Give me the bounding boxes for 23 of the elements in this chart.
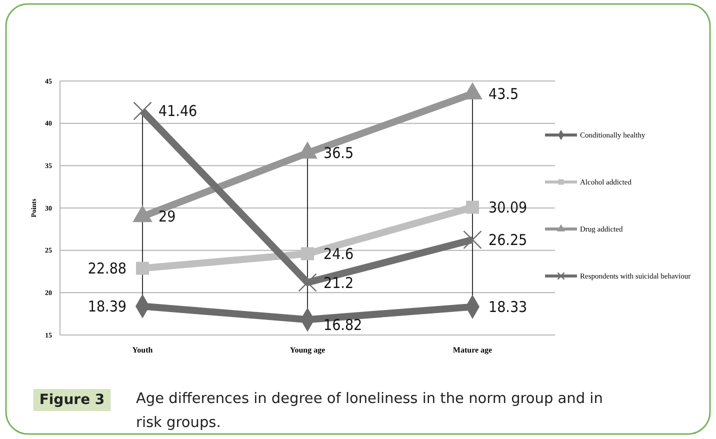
data-label: 18.33 [488,298,528,316]
data-label: 30.09 [488,198,528,216]
data-label: 41.46 [158,102,198,120]
data-label: 18.39 [88,298,126,316]
x-tick-label: Mature age [452,346,493,355]
data-label: 21.2 [324,274,354,292]
point [136,262,150,275]
data-label: 36.5 [324,144,354,162]
data-label: 43.5 [488,84,519,103]
data-label: 29 [158,208,176,226]
data-label: 22.88 [88,260,126,278]
point [298,273,317,292]
text: Age differences in degree of loneliness in the norm group and in risk groups. [136,391,603,431]
data-label: 24.6 [324,244,354,263]
caption: Figure 3 [39,392,105,408]
point [466,200,480,214]
point [463,230,482,250]
data-label: 26.25 [488,231,528,249]
point [300,247,314,260]
x-tick-label: Young age [290,346,326,355]
data-label: 16.82 [324,316,362,334]
point [133,102,152,120]
x-tick-label: Youth [132,346,154,355]
